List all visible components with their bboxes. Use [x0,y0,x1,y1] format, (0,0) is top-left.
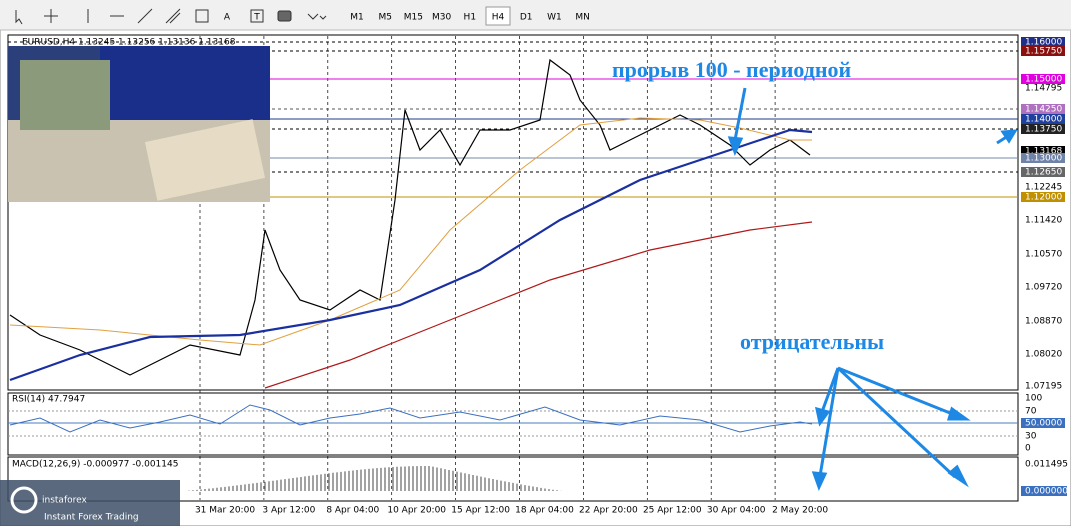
timeframe-button[interactable]: H1 [464,13,477,23]
text-label-tool[interactable]: T [253,13,260,23]
macd-header: MACD(12,26,9) -0.000977 -0.001145 [12,460,178,470]
price-label: 1.07195 [1025,382,1062,392]
macd-histogram [188,466,562,491]
toolbar [0,0,1071,30]
rsi-label: 0 [1025,444,1031,454]
chart-header: EURUSD,H4 1.13245 1.13256 1.13136 1.1316… [22,38,236,48]
logo-name: instaforex [42,496,87,506]
chart-area: EURUSD,H4 1.13245 1.13256 1.13136 1.1316… [7,34,1019,502]
ma-200 [264,221,813,389]
timeframe-button[interactable]: H4 [492,13,505,23]
toolbar-tools [15,8,327,25]
ma-100 [9,128,813,382]
date-label: 18 Apr 04:00 [515,506,574,516]
trend-icon[interactable] [137,8,153,24]
price-label: 1.09720 [1025,283,1062,293]
active-timeframe [485,6,511,26]
price-tag [1021,114,1065,124]
shape-icon[interactable] [277,10,292,22]
date-label: 30 Apr 04:00 [707,506,766,516]
price-label: 1.14795 [1025,84,1062,94]
date-label: 31 Mar 20:00 [195,506,255,516]
rsi-label: 100 [1025,394,1042,404]
macd-tag [1021,486,1067,496]
channel-icon[interactable] [165,8,181,24]
price-tag [1021,37,1065,47]
photo-flag [100,46,270,126]
price-tag [1021,192,1065,202]
text-tool[interactable]: A [224,13,231,23]
photo-dollars [20,60,110,130]
price-label: 1.13168 [1025,147,1062,157]
date-label: 8 Apr 04:00 [326,506,379,516]
price-label: 1.10570 [1025,250,1062,260]
more-icon[interactable] [307,13,327,20]
price-label: 1.16000 [1025,38,1062,48]
timeframe-button[interactable]: M15 [404,13,423,23]
date-label: 22 Apr 20:00 [579,506,638,516]
photo-euros [144,119,266,201]
rsi-label: 50.0000 [1025,419,1062,429]
rsi-label: 70 [1025,407,1037,417]
price-label: 1.08020 [1025,350,1062,360]
rsi-label: 30 [1025,432,1037,442]
price-label: 1.12650 [1025,168,1062,178]
ma-50 [9,117,812,346]
rsi-line [9,404,813,433]
timeframe-button[interactable]: M30 [432,13,451,23]
date-label: 10 Apr 20:00 [387,506,446,516]
logo-icon [10,486,38,514]
rsi-header: RSI(14) 47.7947 [12,395,85,405]
price-label: 1.13750 [1025,125,1062,135]
price-tag [1021,146,1065,156]
price-label: 1.14250 [1025,105,1062,115]
timeframe-button[interactable]: MN [575,13,590,23]
price-label: 1.08870 [1025,317,1062,327]
macd-panel [7,456,1019,502]
cursor-icon[interactable] [15,10,23,25]
price-label: 1.12000 [1025,193,1062,203]
macd-label: 0.011495 [1025,460,1068,470]
label-icon[interactable] [250,9,264,23]
price-label: 1.12245 [1025,183,1062,193]
price-line [9,58,811,376]
annotation: отрицательны [740,329,884,354]
timeframe-button[interactable]: W1 [547,13,562,23]
fib-icon[interactable] [195,9,209,23]
price-label: 1.11420 [1025,216,1062,226]
date-label: 3 Apr 12:00 [262,506,315,516]
macd-label: 0.000000 [1025,487,1068,497]
date-label: 2 May 20:00 [772,506,828,516]
date-label: 25 Apr 12:00 [643,506,702,516]
price-label: 1.15750 [1025,47,1062,57]
price-tag [1021,167,1065,177]
price-tag [1021,153,1065,163]
price-tag [1021,74,1065,84]
arrows [727,87,1018,491]
timeframe-button[interactable]: M5 [378,13,392,23]
rsi-panel [7,392,1019,456]
price-label: 1.13000 [1025,154,1062,164]
timeframe-button[interactable]: M1 [350,13,364,23]
price-tag [1021,104,1065,114]
logo-tagline: Instant Forex Trading [44,513,139,523]
price-label: 1.14000 [1025,115,1062,125]
annotation: прорыв 100 - периодной [612,57,852,82]
crosshair-icon[interactable] [44,9,58,23]
price-label: 1.15000 [1025,75,1062,85]
rsi-tag [1021,418,1065,428]
logo-bg [0,480,180,526]
date-label: 15 Apr 12:00 [451,506,510,516]
price-tag [1021,124,1065,134]
timeframe-button[interactable]: D1 [520,13,533,23]
price-tag [1021,46,1065,56]
